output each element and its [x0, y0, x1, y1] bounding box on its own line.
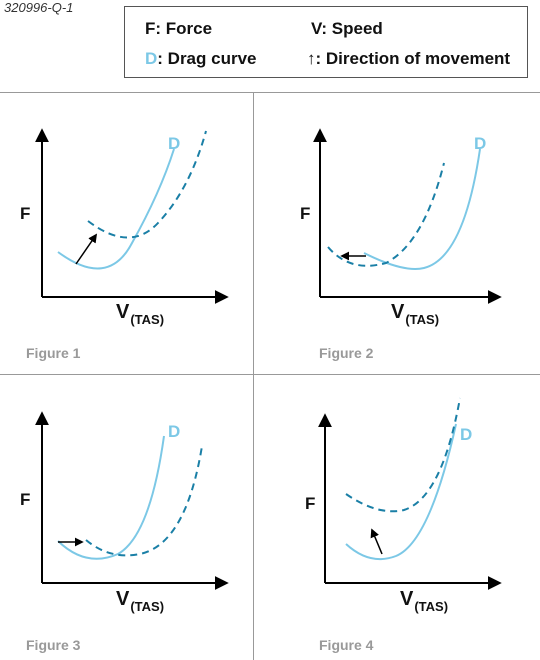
- divider-middle: [0, 374, 540, 375]
- shifted-drag-curve: [327, 162, 445, 267]
- legend-box: F: Force V: Speed D: Drag curve ↑: Direc…: [124, 6, 528, 78]
- figure-1-graph: [35, 128, 229, 304]
- legend-drag: D: Drag curve: [145, 49, 257, 68]
- figure-4: F V(TAS) D Figure 4: [254, 376, 507, 659]
- arrow-up-icon: ↑: [307, 49, 316, 68]
- figure-3: F V(TAS) D Figure 3: [0, 376, 253, 659]
- figure-2: F V(TAS) D Figure 2: [254, 93, 507, 376]
- drag-curve: [57, 435, 165, 560]
- figure-2-graph: [313, 128, 502, 304]
- movement-arrow: [370, 528, 383, 555]
- drag-curve: [363, 148, 481, 270]
- figure-caption: Figure 1: [26, 345, 81, 361]
- figure-4-graph: [318, 397, 502, 590]
- x-axis-label: V(TAS): [400, 588, 449, 614]
- shifted-drag-curve: [85, 445, 203, 557]
- drag-curve: [57, 148, 175, 270]
- question-id: 320996-Q-1: [4, 0, 74, 15]
- figure-caption: Figure 2: [319, 345, 374, 361]
- y-axis-label: F: [305, 494, 316, 513]
- legend-direction: ↑: Direction of movement: [307, 49, 511, 68]
- x-axis-label: V(TAS): [116, 588, 165, 614]
- drag-curve: [345, 423, 457, 560]
- movement-arrow: [75, 233, 98, 265]
- y-axis-label: F: [20, 490, 31, 509]
- figure-caption: Figure 4: [319, 637, 374, 653]
- drag-curve-label: D: [474, 134, 487, 153]
- legend-speed: V: Speed: [311, 19, 383, 38]
- shifted-drag-curve: [87, 130, 207, 239]
- figure-caption: Figure 3: [26, 637, 81, 653]
- figure-3-graph: [35, 411, 229, 590]
- x-axis-label: V(TAS): [391, 301, 440, 327]
- shifted-drag-curve: [345, 397, 461, 513]
- figure-1: F V(TAS) D Figure 1: [0, 93, 253, 376]
- x-axis-label: V(TAS): [116, 301, 165, 327]
- drag-curve-label: D: [168, 134, 181, 153]
- y-axis-label: F: [20, 204, 31, 223]
- y-axis-label: F: [300, 204, 311, 223]
- legend-force: F: Force: [145, 19, 213, 38]
- drag-curve-label: D: [168, 422, 181, 441]
- divider-vertical: [253, 92, 254, 660]
- divider-top: [0, 92, 540, 93]
- drag-curve-label: D: [460, 425, 473, 444]
